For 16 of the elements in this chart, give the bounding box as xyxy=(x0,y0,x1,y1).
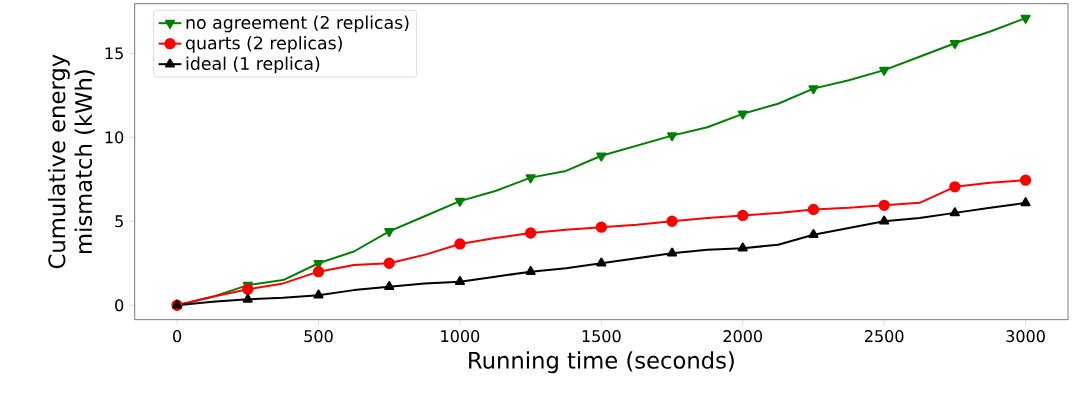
y-tick-label: 0 xyxy=(115,299,124,312)
x-tick-label: 2500 xyxy=(864,330,904,343)
x-tick-label: 2000 xyxy=(723,330,763,343)
legend-label: quarts (2 replicas) xyxy=(186,36,342,53)
x-tick-label: 1000 xyxy=(441,330,480,343)
y-tick-label: 15 xyxy=(105,47,123,60)
legend-label: no agreement (2 replicas) xyxy=(186,15,409,33)
x-tick-label: 1500 xyxy=(582,330,621,343)
x-tick-label: 500 xyxy=(304,330,333,343)
x-tick-label: 3000 xyxy=(1006,330,1045,343)
x-axis-title: Running time (seconds) xyxy=(469,351,734,374)
y-axis-title: Cumulative energy mismatch (kWh) xyxy=(47,54,95,269)
legend-label: ideal (1 replica) xyxy=(186,56,320,74)
y-tick-label: 10 xyxy=(105,131,124,144)
y-tick-label: 5 xyxy=(115,215,123,228)
x-tick-label: 0 xyxy=(173,330,182,343)
